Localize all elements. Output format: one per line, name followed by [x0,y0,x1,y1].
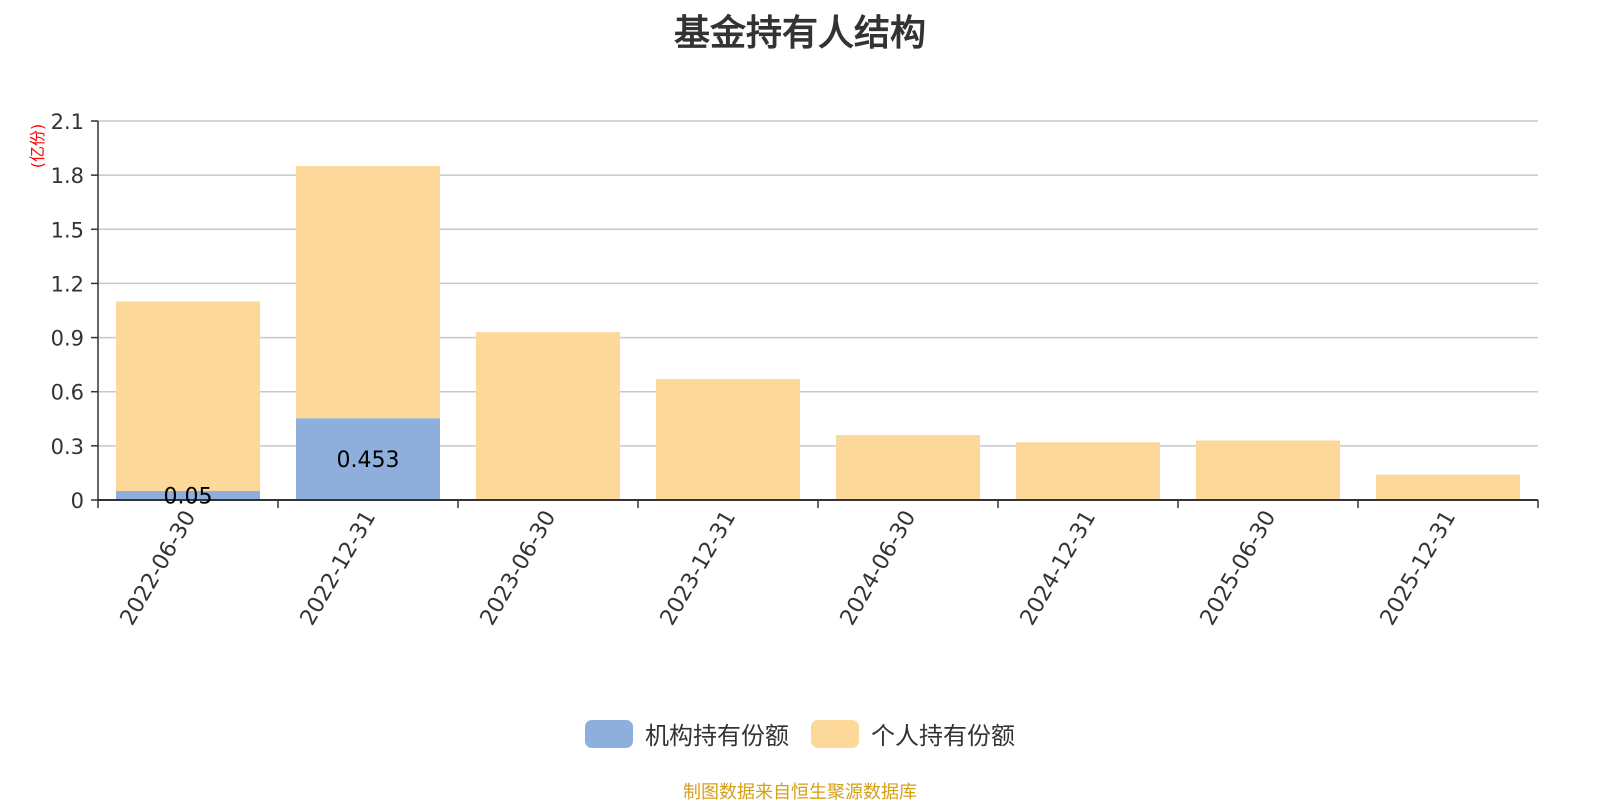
bar-institutional [296,418,440,500]
y-tick-label: 0.9 [51,327,84,351]
x-tick-label: 2024-06-30 [836,507,922,630]
y-tick-label: 0 [71,489,84,513]
bar-individual [476,332,620,500]
y-axis-label: (亿份) [28,124,47,169]
legend-swatch [811,719,859,748]
legend: 机构持有份额 个人持有份额 [0,716,1600,751]
x-tick-label: 2024-12-31 [1016,507,1102,630]
x-tick-label: 2025-06-30 [1196,507,1282,630]
bar-individual [656,379,800,500]
data-labels: 0.05 0.453 [164,448,400,509]
y-tick-label: 0.3 [51,435,84,459]
legend-label: 机构持有份额 [645,722,789,750]
x-tick-label: 2022-12-31 [296,507,382,630]
bar-individual [116,301,260,491]
legend-item[interactable]: 个人持有份额 [811,716,1015,751]
y-tick-label: 1.8 [51,164,84,188]
x-tick-label: 2022-06-30 [116,507,202,630]
y-tick-label: 0.6 [51,381,84,405]
bar-individual [296,166,440,419]
bars [116,166,1520,500]
legend-swatch [585,719,633,748]
bar-individual [1376,474,1520,500]
data-label: 0.453 [337,448,400,473]
chart-title: 基金持有人结构 [673,13,926,54]
data-label: 0.05 [164,484,213,509]
source-note: 制图数据来自恒生聚源数据库 [683,782,917,803]
x-tick-label: 2023-06-30 [476,507,562,630]
bar-individual [1196,440,1340,500]
y-tick-label: 2.1 [51,110,84,134]
bar-individual [836,435,980,500]
y-tick-label: 1.2 [51,272,84,296]
bar-individual [1016,442,1160,500]
y-tick-label: 1.5 [51,218,84,242]
bar-institutional [116,490,260,500]
x-tick-label: 2023-12-31 [656,507,742,630]
x-tick-label: 2025-12-31 [1376,507,1462,630]
legend-label: 个人持有份额 [871,722,1015,750]
legend-item[interactable]: 机构持有份额 [585,716,789,751]
